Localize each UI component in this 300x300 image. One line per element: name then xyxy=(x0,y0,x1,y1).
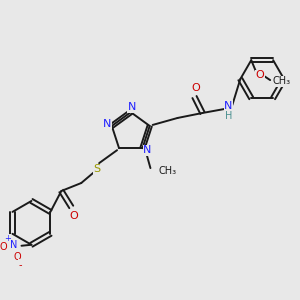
Text: H: H xyxy=(225,111,232,121)
Text: O: O xyxy=(14,252,21,262)
Text: -: - xyxy=(19,260,22,270)
Text: N: N xyxy=(224,101,232,111)
Text: O: O xyxy=(191,83,200,93)
Text: N: N xyxy=(10,240,17,250)
Text: N: N xyxy=(103,119,111,129)
Text: O: O xyxy=(256,70,265,80)
Text: N: N xyxy=(143,145,152,155)
Text: N: N xyxy=(128,102,136,112)
Text: CH₃: CH₃ xyxy=(158,166,176,176)
Text: CH₃: CH₃ xyxy=(272,76,290,86)
Text: O: O xyxy=(69,211,78,221)
Text: O: O xyxy=(0,242,8,252)
Text: +: + xyxy=(4,234,11,243)
Text: S: S xyxy=(94,164,101,174)
